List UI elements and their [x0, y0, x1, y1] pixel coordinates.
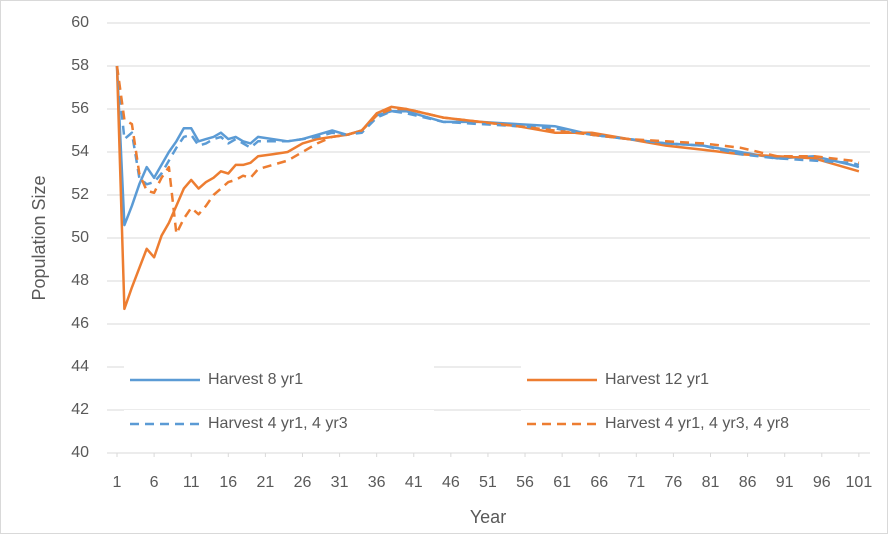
- legend-label: Harvest 12 yr1: [605, 371, 709, 388]
- x-tick-label: 91: [776, 474, 794, 491]
- y-tick-label: 50: [71, 229, 89, 246]
- legend-label: Harvest 8 yr1: [208, 371, 303, 388]
- y-axis-title: Population Size: [29, 175, 49, 300]
- x-axis-title: Year: [470, 507, 506, 527]
- x-tick-label: 1: [113, 474, 122, 491]
- x-tick-label: 61: [553, 474, 571, 491]
- y-tick-label: 54: [71, 143, 89, 160]
- y-tick-label: 60: [71, 14, 89, 31]
- x-tick-label: 46: [442, 474, 460, 491]
- x-tick-label: 71: [627, 474, 645, 491]
- x-tick-label: 56: [516, 474, 534, 491]
- y-tick-label: 48: [71, 272, 89, 289]
- x-tick-label: 101: [846, 474, 873, 491]
- series-line: [115, 65, 860, 235]
- y-tick-label: 40: [71, 444, 89, 461]
- x-tick-label: 21: [256, 474, 274, 491]
- y-tick-label: 44: [71, 358, 89, 375]
- x-tick-label: 6: [150, 474, 159, 491]
- x-tick-label: 36: [368, 474, 386, 491]
- legend-label: Harvest 4 yr1, 4 yr3: [208, 415, 348, 432]
- x-tick-label: 16: [219, 474, 237, 491]
- x-tick-label: 66: [590, 474, 608, 491]
- x-tick-label: 76: [665, 474, 683, 491]
- y-tick-label: 52: [71, 186, 89, 203]
- x-tick-label: 86: [739, 474, 757, 491]
- x-tick-label: 31: [331, 474, 349, 491]
- series-line: [115, 65, 860, 186]
- y-tick-label: 46: [71, 315, 89, 332]
- y-tick-label: 58: [71, 57, 89, 74]
- x-tick-label: 26: [294, 474, 312, 491]
- legend-label: Harvest 4 yr1, 4 yr3, 4 yr8: [605, 415, 789, 432]
- x-tick-label: 11: [183, 474, 200, 491]
- y-tick-label: 42: [71, 401, 89, 418]
- y-tick-label: 56: [71, 100, 89, 117]
- x-tick-label: 96: [813, 474, 831, 491]
- x-tick-label: 41: [405, 474, 423, 491]
- x-tick-label: 51: [479, 474, 497, 491]
- x-tick-label: 81: [702, 474, 720, 491]
